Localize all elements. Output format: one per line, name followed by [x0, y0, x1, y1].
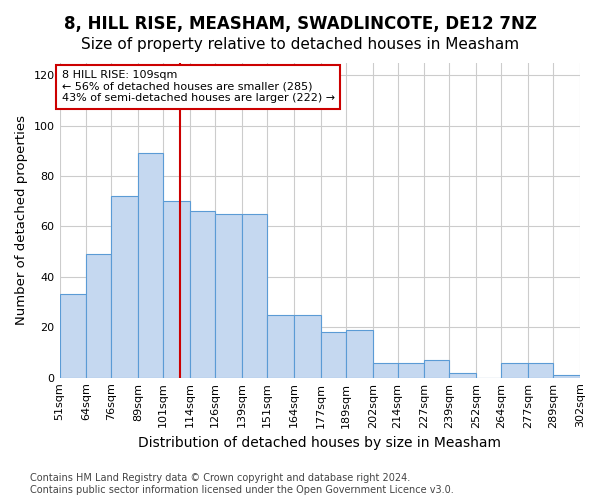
- Bar: [321, 332, 346, 378]
- Bar: [139, 154, 163, 378]
- Bar: [59, 294, 86, 378]
- Bar: [215, 214, 242, 378]
- Bar: [112, 196, 139, 378]
- Text: Size of property relative to detached houses in Measham: Size of property relative to detached ho…: [81, 38, 519, 52]
- Bar: [163, 201, 190, 378]
- Bar: [294, 314, 321, 378]
- Bar: [424, 360, 449, 378]
- Bar: [267, 314, 294, 378]
- Text: 8, HILL RISE, MEASHAM, SWADLINCOTE, DE12 7NZ: 8, HILL RISE, MEASHAM, SWADLINCOTE, DE12…: [64, 15, 536, 33]
- Bar: [398, 362, 424, 378]
- Bar: [373, 362, 398, 378]
- Bar: [501, 362, 528, 378]
- Bar: [553, 375, 580, 378]
- X-axis label: Distribution of detached houses by size in Measham: Distribution of detached houses by size …: [138, 436, 501, 450]
- Y-axis label: Number of detached properties: Number of detached properties: [15, 115, 28, 325]
- Bar: [346, 330, 373, 378]
- Bar: [86, 254, 112, 378]
- Bar: [449, 372, 476, 378]
- Bar: [190, 212, 215, 378]
- Bar: [528, 362, 553, 378]
- Text: 8 HILL RISE: 109sqm
← 56% of detached houses are smaller (285)
43% of semi-detac: 8 HILL RISE: 109sqm ← 56% of detached ho…: [62, 70, 335, 103]
- Text: Contains HM Land Registry data © Crown copyright and database right 2024.
Contai: Contains HM Land Registry data © Crown c…: [30, 474, 454, 495]
- Bar: [242, 214, 267, 378]
